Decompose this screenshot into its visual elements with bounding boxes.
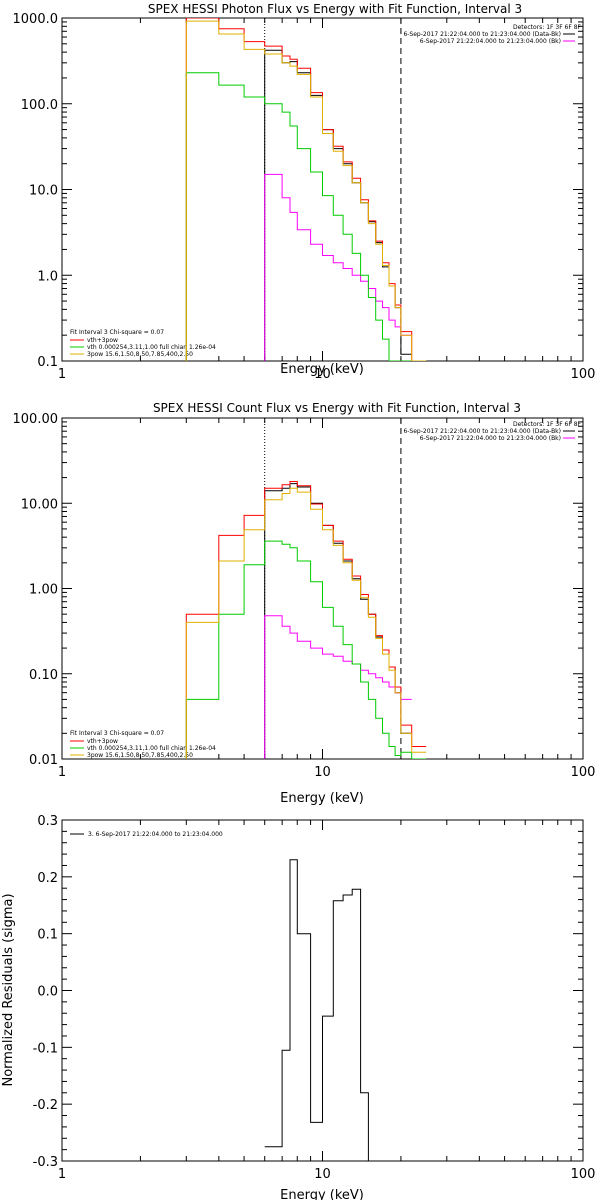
- photon-legend-vth3pow: vth+3pow: [87, 337, 118, 344]
- residuals-y-axis-label: Normalized Residuals (sigma): [1, 893, 16, 1086]
- count-y-tick-label: 0.01: [29, 753, 58, 768]
- photon-series-bk: [264, 173, 412, 361]
- photon-interval-data-bk: 6-Sep-2017 21:22:04.000 to 21:23:04.000 …: [403, 31, 561, 38]
- photon-flux-panel: SPEX HESSI Photon Flux vs Energy with Fi…: [13, 2, 596, 382]
- photon-series-vth-3pow: [185, 18, 427, 361]
- count-fit-info: Fit Interval 3 Chi-square = 0.07: [70, 730, 164, 737]
- count-series-3pow: [185, 487, 427, 759]
- count-y-tick-label: 100.00: [13, 412, 59, 427]
- count-flux-panel: SPEX HESSI Count Flux vs Energy with Fit…: [13, 401, 596, 806]
- photon-y-tick-label: 1000.0: [13, 12, 59, 27]
- residuals-x-tick-label: 10: [314, 1167, 331, 1182]
- count-x-tick-label: 10: [314, 765, 331, 780]
- photon-x-axis-label: Energy (keV): [280, 362, 364, 377]
- residuals-x-axis-label: Energy (keV): [280, 1188, 364, 1200]
- photon-detectors-label: Detectors: 1F 3F 6F 8F: [513, 24, 582, 31]
- count-series-vth-3pow: [185, 481, 427, 759]
- residuals-y-tick-label: -0.3: [33, 1155, 58, 1170]
- count-series-vth: [185, 540, 427, 759]
- residuals-y-tick-label: -0.2: [33, 1098, 58, 1113]
- count-detectors-label: Detectors: 1F 3F 6F 8F: [513, 421, 582, 428]
- count-x-tick-label: 100: [571, 765, 596, 780]
- count-series-bk: [264, 615, 412, 759]
- photon-series-3pow: [185, 20, 427, 361]
- count-legend-vth: vth 0.000254,3.11,1.00 full chian 1.26e-…: [87, 745, 216, 752]
- residuals-x-tick-label: 1: [58, 1167, 66, 1182]
- photon-legend-vth: vth 0.000254,3.11,1.00 full chian 1.26e-…: [87, 344, 216, 351]
- count-interval-bk: 6-Sep-2017 21:22:04.000 to 21:23:04.000 …: [420, 435, 561, 442]
- photon-series-vth: [185, 72, 427, 361]
- residuals-y-tick-label: 0.0: [37, 985, 58, 1000]
- count-y-tick-label: 0.10: [29, 668, 58, 683]
- count-x-tick-label: 1: [58, 765, 66, 780]
- residuals-series-residuals: [264, 859, 401, 1161]
- count-interval-data-bk: 6-Sep-2017 21:22:04.000 to 21:23:04.000 …: [403, 428, 561, 435]
- photon-flux-title: SPEX HESSI Photon Flux vs Energy with Fi…: [148, 2, 522, 16]
- count-y-tick-label: 1.00: [29, 583, 58, 598]
- count-y-tick-label: 10.00: [21, 497, 58, 512]
- count-legend-vth3pow: vth+3pow: [87, 738, 118, 745]
- photon-x-tick-label: 100: [571, 367, 596, 382]
- residuals-y-tick-label: 0.3: [37, 814, 58, 829]
- photon-series-data-bk: [264, 49, 412, 361]
- count-x-axis-label: Energy (keV): [280, 791, 364, 806]
- photon-x-tick-label: 1: [58, 367, 66, 382]
- residuals-y-tick-label: 0.2: [37, 871, 58, 886]
- residuals-legend-label: 3. 6-Sep-2017 21:22:04.000 to 21:23:04.0…: [88, 831, 223, 838]
- photon-x-tick-label: 10: [314, 367, 331, 382]
- residuals-y-tick-label: 0.1: [37, 928, 58, 943]
- count-flux-title: SPEX HESSI Count Flux vs Energy with Fit…: [153, 401, 521, 415]
- photon-fit-info: Fit Interval 3 Chi-square = 0.07: [70, 329, 164, 336]
- count-series-data-bk: [264, 483, 412, 759]
- residuals-x-tick-label: 100: [571, 1167, 596, 1182]
- photon-y-tick-label: 10.0: [29, 184, 58, 199]
- photon-legend-3pow: 3pow 15.6,1.50,8.50,7.85,400,2.50: [87, 351, 193, 358]
- photon-y-tick-label: 1.0: [37, 269, 58, 284]
- photon-y-tick-label: 0.1: [37, 355, 58, 370]
- photon-y-tick-label: 100.0: [21, 98, 58, 113]
- photon-interval-bk: 6-Sep-2017 21:22:04.000 to 21:23:04.000 …: [420, 38, 561, 45]
- residuals-panel: 3. 6-Sep-2017 21:22:04.000 to 21:23:04.0…: [1, 814, 595, 1200]
- residuals-y-tick-label: -0.1: [33, 1041, 58, 1056]
